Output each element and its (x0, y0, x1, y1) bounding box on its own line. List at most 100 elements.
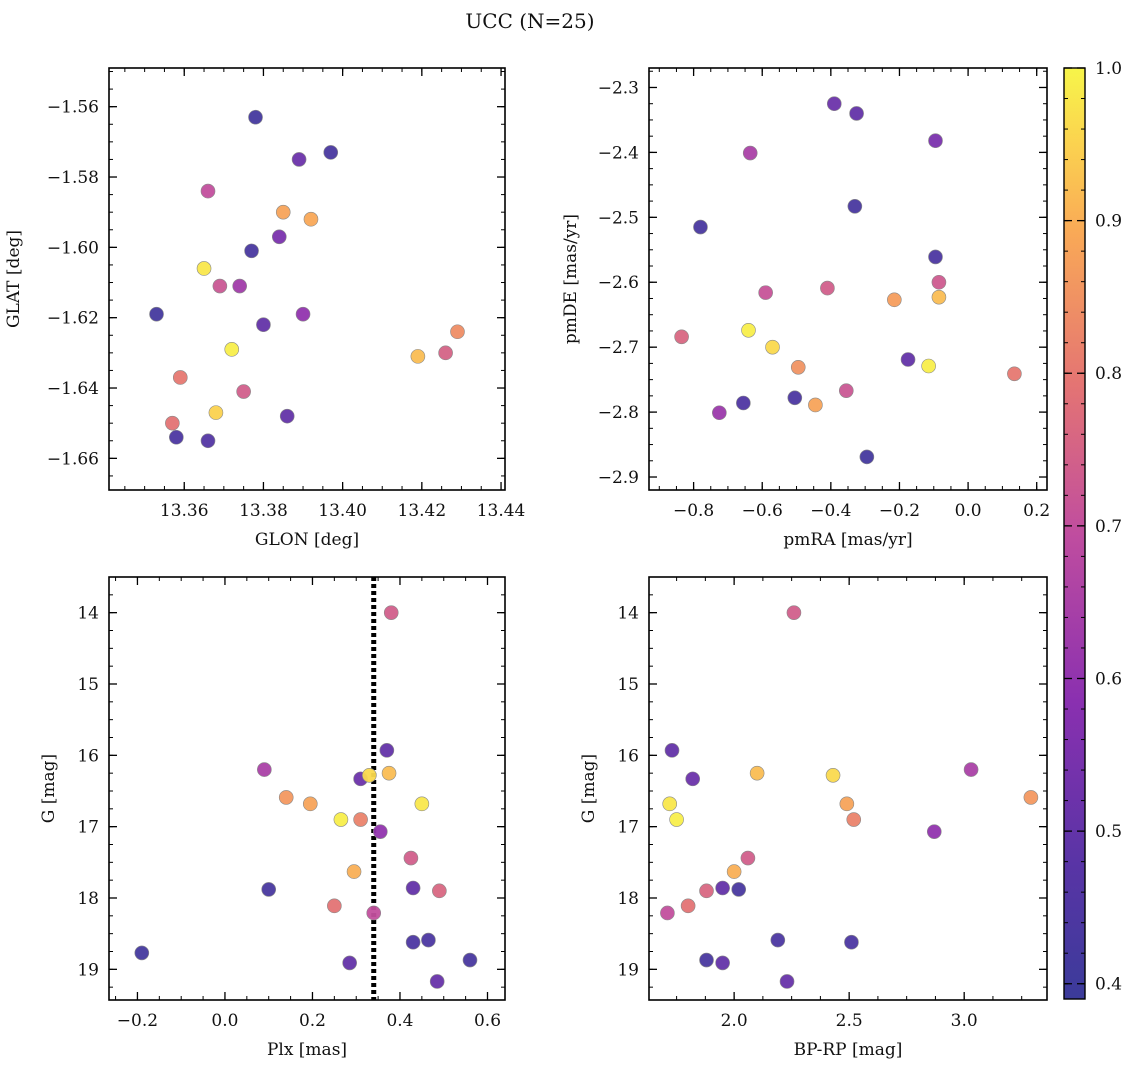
scatter-point (680, 898, 696, 914)
scatter-point (740, 850, 756, 866)
scatter-point (859, 449, 875, 465)
scatter-point (820, 280, 835, 296)
scatter-point (134, 945, 150, 961)
y-tick-label: 16 (617, 746, 639, 766)
scatter-point (825, 768, 841, 783)
scatter-point (236, 384, 251, 399)
scatter-point (414, 796, 430, 812)
scatter-point (660, 905, 675, 921)
y-tick-label: −1.66 (47, 449, 99, 469)
y-tick-label: 18 (617, 889, 639, 909)
colorbar-tick-label: 0.4 (1095, 975, 1122, 995)
x-axis-title: pmRA [mas/yr] (783, 530, 912, 550)
axes-frame (108, 576, 506, 1001)
y-axis-title: GLAT [deg] (4, 230, 24, 328)
y-tick-label: −2.9 (598, 468, 639, 488)
y-axis-title: G [mag] (579, 754, 599, 823)
scatter-point (786, 605, 802, 620)
scatter-point (1023, 790, 1039, 805)
scatter-point (279, 408, 295, 424)
x-tick-label: 13.36 (160, 501, 209, 521)
scatter-point (462, 952, 478, 968)
y-tick-label: 15 (617, 675, 639, 695)
scatter-point (381, 765, 397, 781)
x-tick-label: 2.5 (836, 1011, 863, 1031)
x-axis-title: BP-RP [mag] (794, 1040, 903, 1060)
scatter-point (790, 359, 806, 375)
scatter-point (295, 306, 311, 322)
scatter-point (208, 405, 224, 420)
scatter-point (900, 352, 916, 367)
colorbar-tick-label: 0.5 (1095, 822, 1122, 842)
y-tick-label: −2.8 (598, 403, 639, 423)
scatter-point (379, 743, 395, 758)
y-tick-label: −2.7 (598, 338, 639, 358)
x-tick-label: 2.0 (721, 1011, 748, 1031)
scatter-point (196, 261, 212, 276)
panel-bprp-g: 2.0 2.5 3.0 14 15 16 17 18 19 BP-RP [mag] G [mag] (579, 576, 1048, 1060)
scatter-point (333, 812, 349, 827)
scatter-point (383, 605, 399, 620)
x-tick-label: 0.6 (474, 1011, 501, 1031)
scatter-point (887, 292, 902, 308)
y-tick-label: 14 (617, 604, 639, 624)
y-tick-label: 16 (77, 746, 99, 766)
scatter-point (844, 934, 859, 950)
scatter-point (212, 278, 228, 294)
scatter-point (928, 249, 943, 265)
scatter-point (749, 765, 765, 781)
scatter-point (758, 285, 773, 300)
scatter-point (291, 152, 307, 167)
scatter-point (741, 322, 756, 338)
panels: 13.36 13.38 13.40 13.42 13.44 −1.56 −1.58 −1.60… (4, 67, 1050, 1060)
scatter-point (257, 762, 272, 777)
x-tick-label: 3.0 (951, 1011, 978, 1031)
scatter-point (450, 324, 465, 340)
x-tick-label: 0.2 (299, 1011, 326, 1031)
scatter-point (736, 395, 751, 411)
scatter-point (405, 934, 421, 950)
x-tick-label: 0.2 (1023, 501, 1050, 521)
scatter-point (826, 96, 842, 112)
scatter-point (366, 905, 382, 921)
y-tick-label: −1.62 (47, 309, 99, 329)
scatter-point (928, 133, 943, 149)
y-axis-title: pmDE [mas/yr] (561, 214, 581, 344)
colorbar-frame (1063, 67, 1086, 1000)
scatter-point (662, 796, 678, 812)
scatter-point (963, 762, 979, 777)
y-tick-label: 18 (77, 889, 99, 909)
scatter-point (172, 370, 188, 385)
colorbar-tick-label: 0.7 (1095, 517, 1122, 537)
y-tick-label: −1.58 (47, 168, 99, 188)
x-axis-title: Plx [mas] (267, 1040, 347, 1060)
scatter-point (327, 898, 342, 914)
y-tick-label: −2.6 (598, 273, 639, 293)
x-tick-label: 13.44 (477, 501, 526, 521)
scatter-point (403, 850, 419, 866)
y-tick-label: 17 (617, 818, 639, 838)
scatter-point (765, 339, 780, 355)
scatter-point (742, 145, 758, 161)
scatter-point (715, 955, 730, 971)
scatter-point (839, 796, 855, 812)
x-tick-label: 13.42 (398, 501, 447, 521)
scatter-point (731, 882, 747, 897)
panel-plx-g: −0.2 0.0 0.2 0.4 0.6 14 15 16 17 18 19 Plx [mas] G [… (39, 576, 506, 1060)
scatter-point (429, 974, 445, 989)
y-tick-label: 14 (77, 604, 99, 624)
y-tick-label: 19 (77, 960, 99, 980)
x-tick-label: 13.40 (318, 501, 367, 521)
colorbar-tick-label: 0.9 (1095, 212, 1122, 232)
axes-frame (648, 67, 1048, 491)
scatter-point (715, 880, 730, 896)
axes-frame (108, 67, 506, 491)
scatter-point (372, 824, 388, 839)
scatter-point (169, 429, 184, 445)
scatter-point (149, 306, 164, 322)
y-tick-label: −1.56 (47, 98, 99, 118)
y-tick-label: 17 (77, 818, 99, 838)
scatter-point (699, 883, 714, 899)
scatter-point (302, 796, 318, 812)
